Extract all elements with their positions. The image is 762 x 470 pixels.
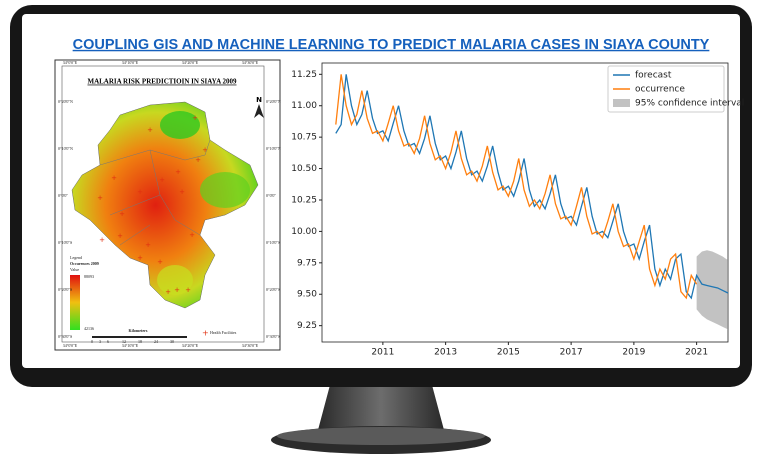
lat-label: 0°30'0"S — [58, 334, 72, 339]
facility: + — [137, 254, 143, 262]
x-tick-label: 2015 — [497, 348, 520, 358]
scale-tick: 18 — [138, 339, 142, 344]
map-inner-frame — [61, 65, 265, 343]
facility: + — [97, 194, 103, 202]
lat-label: 0°20'0"N — [58, 99, 73, 104]
y-tick-label: 10.25 — [291, 195, 317, 205]
facility: + — [145, 241, 151, 249]
x-tick-label: 2017 — [560, 348, 583, 358]
lat-label: 0°30'0"S — [266, 334, 280, 339]
y-tick-label: 11.25 — [291, 70, 317, 80]
x-tick-label: 2021 — [685, 348, 708, 358]
lat-label: 0°0'0" — [58, 193, 68, 198]
map-title: MALARIA RISK PREDICTIOIN IN SIAYA 2009 — [87, 78, 237, 86]
map-facilities: ++++++++++++ ++ ++++++ — [97, 114, 208, 296]
map-hotspot — [160, 111, 200, 139]
map-legend-max: 88093 — [84, 274, 94, 279]
facility: + — [117, 232, 123, 240]
x-tick-label: 2011 — [371, 348, 394, 358]
legend-swatch — [613, 99, 630, 107]
x-tick-label: 2013 — [434, 348, 457, 358]
facility-label: Health Facilities — [210, 330, 237, 335]
north-arrow-icon — [254, 104, 264, 118]
lat-label: 0°20'0"S — [58, 287, 72, 292]
north-arrow: N — [256, 96, 262, 104]
facility: + — [157, 258, 163, 266]
facility: + — [202, 146, 208, 154]
lat-label: 0°10'0"S — [58, 240, 72, 245]
map-hotspot — [200, 172, 250, 208]
monitor-base-top — [277, 427, 485, 445]
facility: + — [165, 288, 171, 296]
legend-label: 95% confidence interval — [635, 99, 744, 109]
lon-label: 34°30'0"E — [242, 343, 259, 348]
map-legend-layer: Occurences 2009 — [70, 261, 99, 266]
facility: + — [189, 231, 195, 239]
lat-label: 0°20'0"S — [266, 287, 280, 292]
lon-label: 34°0'0"E — [63, 343, 78, 348]
series-line — [335, 74, 729, 300]
legend-label: forecast — [635, 71, 672, 81]
page-title: COUPLING GIS AND MACHINE LEARNING TO PRE… — [73, 37, 710, 53]
lon-label: 34°30'0"E — [242, 60, 259, 65]
y-tick-label: 10.00 — [291, 227, 317, 237]
map-legend-title: Legend — [70, 255, 82, 260]
y-tick-label: 11.00 — [291, 101, 317, 111]
map-coordinates: 0°20'0"N 0°20'0"N 0°10'0"N 0°10'0"N 0°0'0" 0°… — [58, 60, 281, 348]
lon-label: 34°20'0"E — [182, 343, 199, 348]
scale-ticks: 0 3 6 12 18 24 30 — [91, 339, 174, 344]
lat-label: 0°20'0"N — [266, 99, 281, 104]
facility: + — [147, 126, 153, 134]
lat-label: 0°0'0" — [266, 193, 276, 198]
map-legend-min: 42136 — [84, 326, 94, 331]
scale-tick: 12 — [122, 339, 126, 344]
lat-label: 0°10'0"N — [58, 146, 73, 151]
x-tick-label: 2019 — [622, 348, 645, 358]
legend-ramp — [70, 275, 80, 330]
facility: + — [159, 176, 165, 184]
facility: + — [174, 286, 180, 294]
y-tick-label: 9.75 — [297, 258, 317, 268]
map: MALARIA RISK PREDICTIOIN IN SIAYA 2009 N… — [54, 59, 281, 351]
lon-label: 34°0'0"E — [63, 60, 78, 65]
confidence-band — [696, 250, 728, 330]
scale-tick: 24 — [154, 339, 158, 344]
scale-tick: 3 — [99, 339, 101, 344]
map-legend-value: Value — [70, 267, 79, 272]
facility: + — [99, 236, 105, 244]
y-tick-label: 10.75 — [291, 133, 317, 143]
lon-label: 34°10'0"E — [122, 343, 139, 348]
facility: + — [137, 188, 143, 196]
facility: + — [175, 168, 181, 176]
y-tick-label: 9.25 — [297, 321, 317, 331]
lon-label: 34°20'0"E — [182, 60, 199, 65]
lat-label: 0°10'0"N — [266, 146, 281, 151]
facility-symbol: + — [202, 329, 209, 338]
scale-tick: 0 — [91, 339, 93, 344]
facility: + — [195, 156, 201, 164]
legend-label: occurrence — [635, 85, 685, 95]
scale-tick: 30 — [170, 339, 174, 344]
lon-label: 34°10'0"E — [122, 60, 139, 65]
map-hotspot — [157, 265, 193, 295]
legend-box — [607, 65, 725, 113]
lat-label: 0°10'0"S — [266, 240, 280, 245]
map-region — [71, 101, 259, 309]
scale-title: Kilometers — [129, 328, 148, 333]
map-boundaries — [99, 139, 211, 246]
y-tick-label: 9.50 — [297, 290, 317, 300]
facility: + — [119, 210, 125, 218]
y-tick-label: 10.50 — [291, 164, 317, 174]
scale-bar — [92, 336, 187, 338]
facility: + — [192, 114, 198, 122]
monitor-neck — [318, 385, 444, 430]
series-line — [335, 74, 698, 300]
facility: + — [111, 174, 117, 182]
facility: + — [179, 188, 185, 196]
scale-tick: 6 — [107, 339, 109, 344]
facility: + — [185, 286, 191, 294]
